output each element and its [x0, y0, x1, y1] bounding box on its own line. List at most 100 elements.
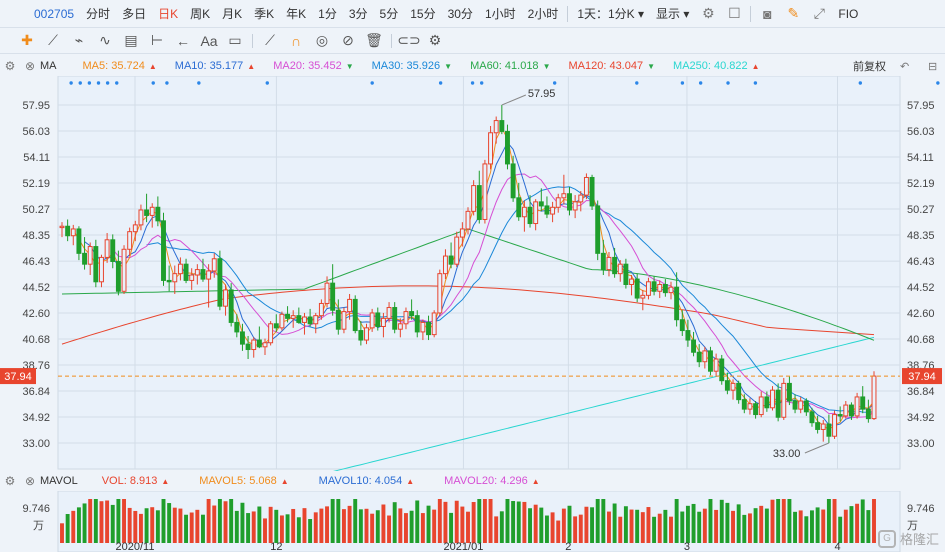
- candle[interactable]: [172, 265, 178, 294]
- candle[interactable]: [843, 401, 849, 419]
- period-tab[interactable]: 日K: [158, 6, 179, 21]
- candle[interactable]: [409, 299, 415, 320]
- candle[interactable]: [256, 326, 262, 349]
- candle[interactable]: [685, 319, 691, 347]
- candle[interactable]: [144, 193, 150, 223]
- candle[interactable]: [578, 191, 584, 212]
- candle[interactable]: [375, 307, 381, 331]
- eye-icon[interactable]: ◎: [315, 32, 329, 48]
- candle[interactable]: [386, 302, 392, 323]
- candle[interactable]: [798, 396, 804, 414]
- period-dropdown[interactable]: 1天：1分K ▾: [577, 6, 645, 21]
- candle[interactable]: [99, 254, 104, 288]
- candle[interactable]: [758, 391, 764, 418]
- fio-button[interactable]: FIO: [838, 6, 859, 21]
- candle[interactable]: [612, 247, 618, 278]
- candle[interactable]: [296, 307, 302, 324]
- candle[interactable]: [617, 260, 623, 282]
- collapse-icon[interactable]: ⊟: [928, 60, 938, 73]
- candle[interactable]: [65, 219, 71, 242]
- candle[interactable]: [437, 269, 443, 316]
- event-dot[interactable]: [479, 81, 484, 85]
- candle[interactable]: [764, 391, 770, 412]
- kline-chart[interactable]: 57.95 57.95 56.03 56.03 54.11 54.11 52.19 52.19…: [0, 76, 945, 471]
- trash-icon[interactable]: 🗑: [365, 32, 383, 48]
- candle[interactable]: [544, 196, 550, 219]
- vol-close-icon[interactable]: ⊗: [24, 474, 36, 488]
- event-dot[interactable]: [936, 81, 940, 85]
- candle[interactable]: [183, 258, 189, 284]
- candle[interactable]: [442, 249, 448, 280]
- candle[interactable]: [448, 242, 454, 269]
- event-dot[interactable]: [698, 81, 703, 85]
- text-icon[interactable]: Aa: [200, 32, 218, 49]
- candle[interactable]: [70, 224, 76, 246]
- candle[interactable]: [837, 406, 843, 422]
- candle[interactable]: [397, 318, 403, 338]
- candle[interactable]: [426, 315, 431, 341]
- candle[interactable]: [860, 386, 866, 414]
- candle[interactable]: [651, 276, 657, 296]
- candle[interactable]: [459, 222, 465, 247]
- candle[interactable]: [533, 199, 539, 231]
- rect-icon[interactable]: ▭: [228, 32, 242, 48]
- period-tab[interactable]: 5分: [379, 6, 399, 21]
- candle[interactable]: [583, 173, 589, 200]
- candle[interactable]: [634, 273, 640, 303]
- hide-icon[interactable]: ⊘: [342, 32, 354, 48]
- period-tab[interactable]: 3分: [348, 6, 368, 21]
- candle[interactable]: [115, 250, 121, 296]
- event-dot[interactable]: [470, 81, 475, 85]
- candle[interactable]: [781, 377, 787, 420]
- candle[interactable]: [228, 283, 234, 327]
- candle[interactable]: [691, 331, 697, 357]
- candle[interactable]: [206, 264, 212, 308]
- vol-settings-icon[interactable]: ⚙: [4, 474, 16, 488]
- candle[interactable]: [420, 319, 426, 341]
- candle[interactable]: [93, 239, 99, 288]
- stock-code[interactable]: 002705: [34, 6, 75, 21]
- candle[interactable]: [194, 264, 200, 285]
- candle[interactable]: [770, 386, 775, 411]
- candle[interactable]: [736, 380, 742, 404]
- period-tab[interactable]: 30分: [447, 6, 473, 21]
- candle[interactable]: [606, 251, 612, 277]
- candle[interactable]: [668, 281, 674, 300]
- candle[interactable]: [865, 399, 871, 423]
- candle[interactable]: [595, 200, 601, 261]
- candle[interactable]: [589, 174, 595, 210]
- candle[interactable]: [392, 302, 398, 334]
- candle[interactable]: [318, 299, 324, 320]
- candle[interactable]: [273, 314, 279, 332]
- candle[interactable]: [674, 272, 680, 327]
- candle[interactable]: [499, 105, 505, 135]
- candle[interactable]: [166, 265, 172, 292]
- candle[interactable]: [724, 372, 730, 395]
- magnet-icon[interactable]: ∩: [290, 32, 302, 49]
- candle[interactable]: [290, 310, 296, 328]
- candle[interactable]: [380, 312, 386, 338]
- candle[interactable]: [538, 188, 544, 212]
- event-dot[interactable]: [69, 81, 73, 85]
- event-dot[interactable]: [370, 81, 374, 85]
- candle[interactable]: [414, 310, 420, 338]
- candle[interactable]: [454, 231, 460, 267]
- candle[interactable]: [505, 124, 510, 170]
- candle[interactable]: [854, 392, 860, 419]
- candle[interactable]: [527, 195, 533, 228]
- adjust-button[interactable]: 前复权: [853, 61, 886, 73]
- candle[interactable]: [679, 310, 685, 336]
- candle[interactable]: [561, 174, 567, 205]
- candle[interactable]: [211, 253, 217, 278]
- candle[interactable]: [708, 346, 713, 376]
- candle[interactable]: [747, 398, 753, 415]
- candle[interactable]: [820, 419, 826, 442]
- candle[interactable]: [177, 257, 183, 281]
- undo-icon[interactable]: ↶: [900, 60, 910, 73]
- candle[interactable]: [87, 242, 93, 276]
- event-dot[interactable]: [635, 81, 639, 85]
- event-dot[interactable]: [78, 81, 82, 85]
- event-dot[interactable]: [265, 81, 269, 85]
- candle[interactable]: [285, 306, 291, 323]
- period-tab[interactable]: 15分: [410, 6, 436, 21]
